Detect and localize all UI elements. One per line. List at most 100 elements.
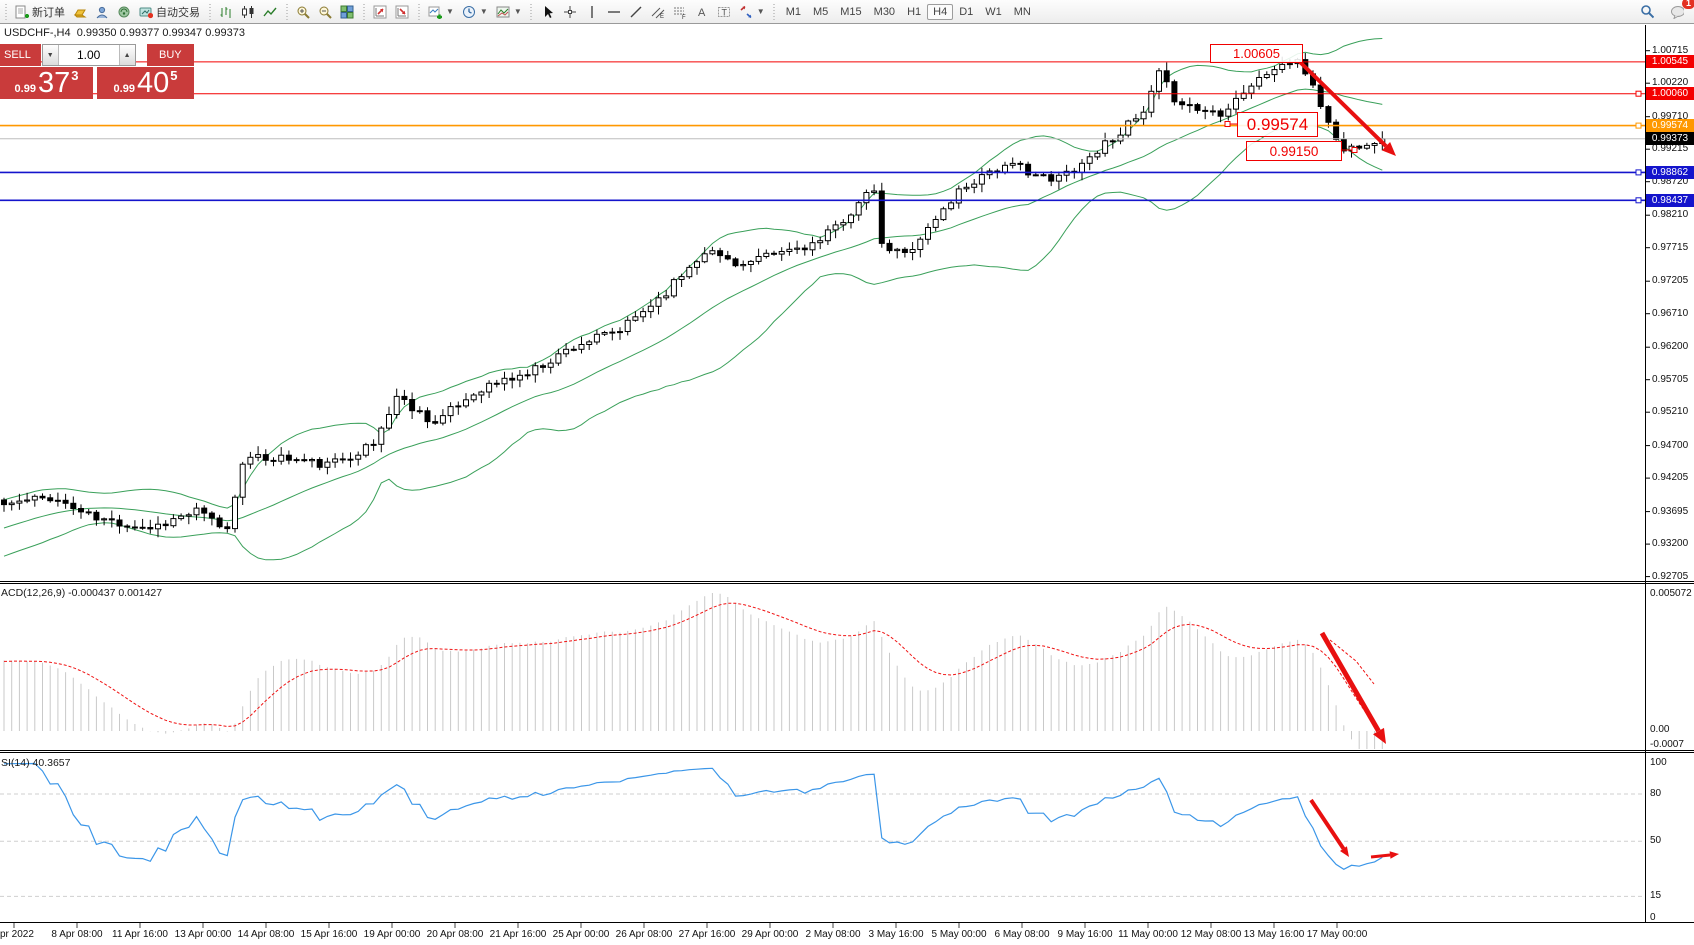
buy-price-small: 0.99 [113,83,135,95]
chevron-down-icon: ▼ [756,7,765,16]
tile-windows-button[interactable] [336,3,358,21]
sell-button[interactable]: SELL [0,44,41,66]
add-indicator-button[interactable]: ▼ [424,3,458,21]
search-button[interactable] [1636,3,1658,21]
rsi-label: SI(14) 40.3657 [1,757,71,769]
channel-button[interactable]: E [647,3,669,21]
text-icon: A [695,5,709,19]
crosshair-icon [563,5,577,19]
svg-text:A: A [698,7,706,19]
chart-title: USDCHF-,H4 0.99350 0.99377 0.99347 0.993… [4,27,245,39]
svg-text:E: E [660,14,664,19]
timeframe-M5[interactable]: M5 [812,5,829,18]
timeframe-D1[interactable]: D1 [959,5,974,18]
chat-icon [1670,5,1684,19]
cursor-icon [541,5,555,19]
signal-icon [117,5,131,19]
one-click-trading-panel: SELL ▼ 1.00 ▲ BUY 0.99 37 3 0.99 40 5 [0,44,195,99]
auto-arrange-button[interactable] [369,3,391,21]
autotrade-button-label: 自动交易 [156,6,200,19]
trendline-button[interactable] [625,3,647,21]
fibonacci-button[interactable]: F [669,3,691,21]
periods-icon [462,5,476,19]
zoom-in-icon [296,5,310,19]
new-order-button[interactable]: 新订单 [11,2,69,22]
toolbar-grip [361,3,366,20]
timeframe-M15[interactable]: M15 [840,5,862,18]
crosshair-button[interactable] [559,3,581,21]
chevron-down-icon: ▼ [446,7,454,16]
macd-label: ACD(12,26,9) -0.000437 0.001427 [1,587,163,599]
search-icon [1640,5,1654,19]
sell-price[interactable]: 0.99 37 3 [0,67,93,99]
toolbar-grip [416,3,421,20]
channel-icon: E [651,5,665,19]
toolbar-grip [207,3,212,20]
add-indicator-icon [428,5,442,19]
bar-chart-icon [219,5,233,19]
arrows-icon [739,5,753,19]
volume-decrease-button[interactable]: ▼ [42,45,59,65]
timeframe-M1[interactable]: M1 [785,5,801,18]
horizontal-line-button[interactable] [603,3,625,21]
bar-chart-button[interactable] [215,3,237,21]
periods-button[interactable]: ▼ [458,3,492,21]
hline-icon [607,5,621,19]
sell-price-small: 0.99 [14,83,36,95]
label-icon: T [717,5,731,19]
timeframe-H4[interactable]: H4 [927,3,954,20]
line-chart-button[interactable] [259,3,281,21]
notification-badge: 1 [1681,0,1694,9]
buy-button[interactable]: BUY [146,44,195,66]
chevron-down-icon: ▼ [513,7,522,16]
text-button[interactable]: A [691,3,713,21]
autotrade-icon [139,5,153,19]
toolbar-grip [3,3,8,20]
signals-button[interactable] [113,3,135,21]
indicator-window-icon [373,5,387,19]
sell-price-big: 37 [37,67,71,99]
cursor-button[interactable] [537,3,559,21]
gold-icon [73,5,87,19]
svg-text:T: T [721,7,727,17]
zoom-in-button[interactable] [292,3,314,21]
autotrade-button[interactable]: 自动交易 [135,2,204,22]
indicator-window2-icon [395,5,409,19]
chart-shift-button[interactable] [391,3,413,21]
volume-stepper: ▼ 1.00 ▲ [41,44,136,66]
toolbar-grip [771,3,777,20]
notifications-button[interactable]: 1 [1666,0,1694,21]
main-toolbar: 新订单 自动交易 ▼ ▼ ▼ E F A T ▼ M1 M5 M15 M30 H1 H4 D1 W1 MN 1 [0,0,1694,24]
zoom-out-icon [318,5,332,19]
arrows-button[interactable]: ▼ [735,3,769,21]
templates-button[interactable]: ▼ [492,3,526,21]
volume-increase-button[interactable]: ▲ [118,45,135,65]
tile-windows-icon [340,5,354,19]
svg-text:F: F [682,15,686,19]
buy-price-big: 40 [136,67,170,99]
timeframe-M30[interactable]: M30 [873,5,896,18]
timeframe-MN[interactable]: MN [1013,5,1031,18]
timeframe-W1[interactable]: W1 [985,5,1002,18]
buy-price[interactable]: 0.99 40 5 [97,67,194,99]
buy-price-sup: 5 [170,68,178,83]
new-order-button-label: 新订单 [32,6,65,19]
toolbar-grip [284,3,289,20]
template-icon [496,5,510,19]
deposit-button[interactable] [69,3,91,21]
line-chart-icon [263,5,277,19]
timeframe-H1[interactable]: H1 [907,5,922,18]
vertical-line-button[interactable] [581,3,603,21]
vline-icon [585,5,599,19]
volume-input[interactable]: 1.00 [77,48,101,62]
candle-chart-icon [241,5,255,19]
chevron-down-icon: ▼ [479,7,488,16]
zoom-out-button[interactable] [314,3,336,21]
candle-chart-button[interactable] [237,3,259,21]
community-button[interactable] [91,3,113,21]
sell-price-sup: 3 [71,68,79,83]
text-label-button[interactable]: T [713,3,735,21]
trendline-icon [629,5,643,19]
